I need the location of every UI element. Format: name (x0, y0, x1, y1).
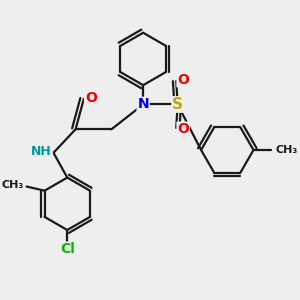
Text: NH: NH (32, 145, 52, 158)
Text: CH₃: CH₃ (2, 180, 24, 190)
Text: O: O (85, 91, 97, 105)
Text: S: S (172, 97, 183, 112)
Text: N: N (137, 98, 149, 112)
Text: CH₃: CH₃ (276, 145, 298, 155)
Text: Cl: Cl (60, 242, 75, 256)
Text: O: O (177, 122, 189, 136)
Text: O: O (177, 73, 189, 87)
